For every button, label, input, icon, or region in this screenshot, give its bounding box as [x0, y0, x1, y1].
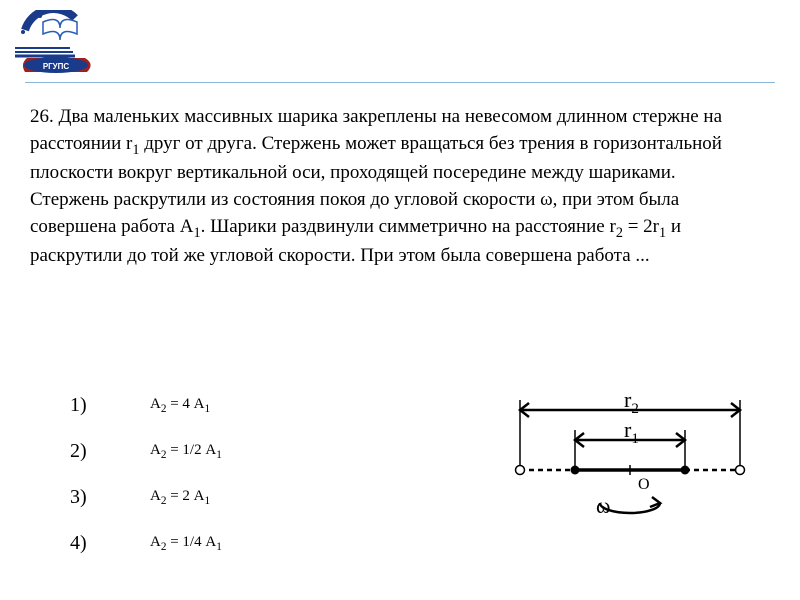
answer-value: А2 = 2 А1 — [150, 488, 210, 507]
r2-label: r2 — [624, 387, 639, 417]
problem-text-part: . Шарики раздвинули симметрично на расст… — [201, 216, 616, 237]
answer-number: 4) — [70, 532, 150, 555]
answer-option: 2) А2 = 1/2 А1 — [70, 428, 222, 474]
problem-sub: 2 — [616, 225, 623, 241]
institution-logo: РГУПС — [15, 10, 105, 75]
answer-option: 4) А2 = 1/4 А1 — [70, 520, 222, 566]
r1-label: r1 — [624, 417, 639, 447]
logo-text: РГУПС — [43, 62, 70, 71]
center-label: O — [638, 476, 650, 493]
problem-sub: 1 — [193, 225, 200, 241]
answer-value: А2 = 1/2 А1 — [150, 442, 222, 461]
omega-label: ω — [596, 493, 610, 518]
problem-number: 26. — [30, 106, 54, 127]
answer-value: А2 = 1/4 А1 — [150, 534, 222, 553]
answer-number: 1) — [70, 394, 150, 417]
answer-option: 3) А2 = 2 А1 — [70, 474, 222, 520]
answer-number: 3) — [70, 486, 150, 509]
answer-list: 1) А2 = 4 А1 2) А2 = 1/2 А1 3) А2 = 2 А1… — [70, 382, 222, 566]
physics-diagram: r2 r1 O ω — [500, 385, 760, 525]
problem-text-part: = 2r — [623, 216, 659, 237]
problem-statement: 26. Два маленьких массивных шарика закре… — [30, 104, 745, 270]
answer-option: 1) А2 = 4 А1 — [70, 382, 222, 428]
answer-number: 2) — [70, 440, 150, 463]
answer-value: А2 = 4 А1 — [150, 396, 210, 415]
header-divider — [25, 82, 775, 83]
